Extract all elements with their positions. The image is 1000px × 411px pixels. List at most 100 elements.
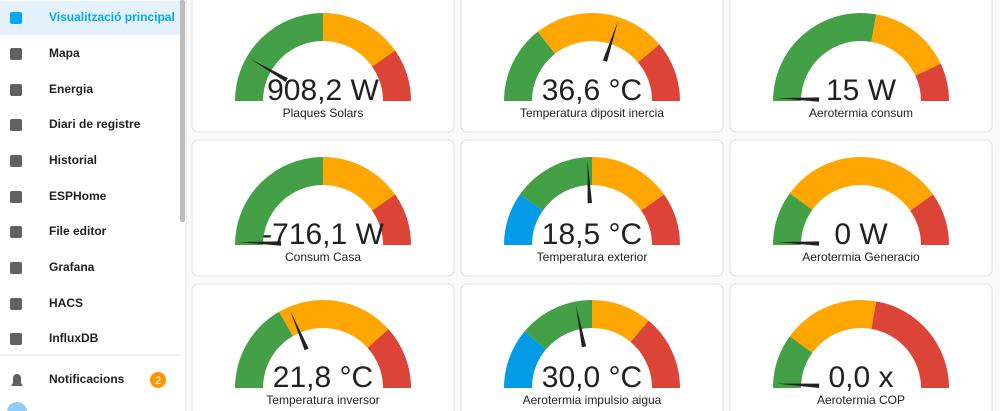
gauge-segment <box>537 12 660 63</box>
nav-item[interactable]: Mapa <box>10 46 80 60</box>
gauge-name: Aerotermia consum <box>809 106 913 120</box>
nav-icon <box>10 333 22 345</box>
gauge-needle <box>777 97 820 102</box>
nav-label: Visualització principal <box>49 10 175 24</box>
gauge-name: Aerotermia impulsio aigua <box>523 393 662 407</box>
gauge-segment <box>910 194 949 245</box>
nav-item[interactable]: Diari de registre <box>10 117 141 131</box>
nav-icon <box>10 226 22 238</box>
nav-icon <box>10 155 22 167</box>
nav-icon <box>10 48 22 60</box>
gauge-needle <box>777 383 820 388</box>
gauge-name: Consum Casa <box>285 250 361 264</box>
nav-label: Grafana <box>49 260 95 274</box>
gauge-name: Temperatura exterior <box>537 250 648 264</box>
gauge-needle <box>575 305 587 348</box>
bell-icon <box>11 374 23 386</box>
gauge-name: Temperatura inversor <box>266 393 379 407</box>
nav-item[interactable]: InfluxDB <box>10 331 99 345</box>
gauge-segment <box>235 311 293 388</box>
gauge-needle <box>602 21 618 62</box>
nav-item[interactable]: Visualització principal <box>10 10 175 24</box>
gauge-segment <box>773 336 813 388</box>
gauge-segment <box>789 300 877 353</box>
nav-item[interactable]: File editor <box>10 224 107 238</box>
gauge-value: -716,1 W <box>262 218 384 251</box>
gauge-segment <box>789 157 934 211</box>
gauge-segment <box>630 320 680 388</box>
gauge-segment <box>524 300 592 350</box>
gauge-segment <box>504 194 543 245</box>
nav-label: ESPHome <box>49 189 107 203</box>
nav-list: Visualització principal Mapa Energia Diari … <box>10 10 175 388</box>
gauge-segment <box>372 50 411 101</box>
nav-item[interactable]: ESPHome <box>10 189 107 203</box>
gauge-name: Plaques Solars <box>283 106 364 120</box>
gauge-segment <box>773 12 877 102</box>
gauge-value: 30,0 °C <box>542 361 642 394</box>
sidebar <box>0 0 186 411</box>
nav-icon <box>10 262 22 274</box>
gauge-value: 21,8 °C <box>273 361 373 394</box>
nav-notifications[interactable]: Notificacions 2 <box>11 372 166 388</box>
gauge-segment <box>323 13 396 67</box>
gauge-segment <box>504 331 547 388</box>
gauge-segment <box>504 31 556 102</box>
gauge-segment <box>773 193 813 245</box>
gauge-segment <box>871 301 949 388</box>
gauge-segment <box>519 157 592 211</box>
nav-label: Energia <box>49 82 93 96</box>
gauge-value: 0,0 x <box>828 361 893 394</box>
nav-label: Diari de registre <box>49 117 141 131</box>
badge-count: 2 <box>155 375 161 387</box>
nav-icon <box>10 298 22 310</box>
gauge-value: 18,5 °C <box>542 218 642 251</box>
gauge-segment <box>372 194 411 245</box>
gauge-needle <box>587 161 592 204</box>
gauge-value: 36,6 °C <box>542 74 642 107</box>
gauge-needle <box>239 241 282 246</box>
nav-item[interactable]: Grafana <box>10 260 95 274</box>
badge <box>150 372 166 388</box>
nav-label: InfluxDB <box>49 331 99 345</box>
gauge-segment <box>367 329 411 388</box>
gauge-segment <box>592 300 649 343</box>
scrollbar <box>180 0 185 222</box>
gauge-segment <box>641 194 680 245</box>
gauge-value: 0 W <box>834 218 888 251</box>
nav-icon <box>10 84 22 96</box>
nav-selected <box>0 1 180 35</box>
gauge-needle <box>290 310 309 351</box>
gauge-needle <box>777 241 820 246</box>
gauge-segment <box>323 157 396 211</box>
gauge-segment <box>279 300 389 348</box>
nav-icon <box>10 119 22 131</box>
nav-icon <box>10 191 22 203</box>
gauge-segment <box>637 44 680 101</box>
nav-label: HACS <box>49 296 83 310</box>
nav-item[interactable]: Energia <box>10 82 93 96</box>
gauge-needle <box>250 59 288 82</box>
gauge-segment <box>871 14 941 76</box>
nav-label: Mapa <box>49 46 80 60</box>
nav-label: Notificacions <box>49 372 125 386</box>
gauge-name: Temperatura diposit inercia <box>520 106 664 120</box>
gauge-segment <box>235 157 323 245</box>
gauge-value: 15 W <box>826 74 897 107</box>
nav-item[interactable]: HACS <box>10 296 83 310</box>
gauge-segment <box>592 157 665 211</box>
nav-item[interactable]: Historial <box>10 153 97 167</box>
gauge-value: 908,2 W <box>267 74 379 107</box>
nav-label: File editor <box>49 224 107 238</box>
